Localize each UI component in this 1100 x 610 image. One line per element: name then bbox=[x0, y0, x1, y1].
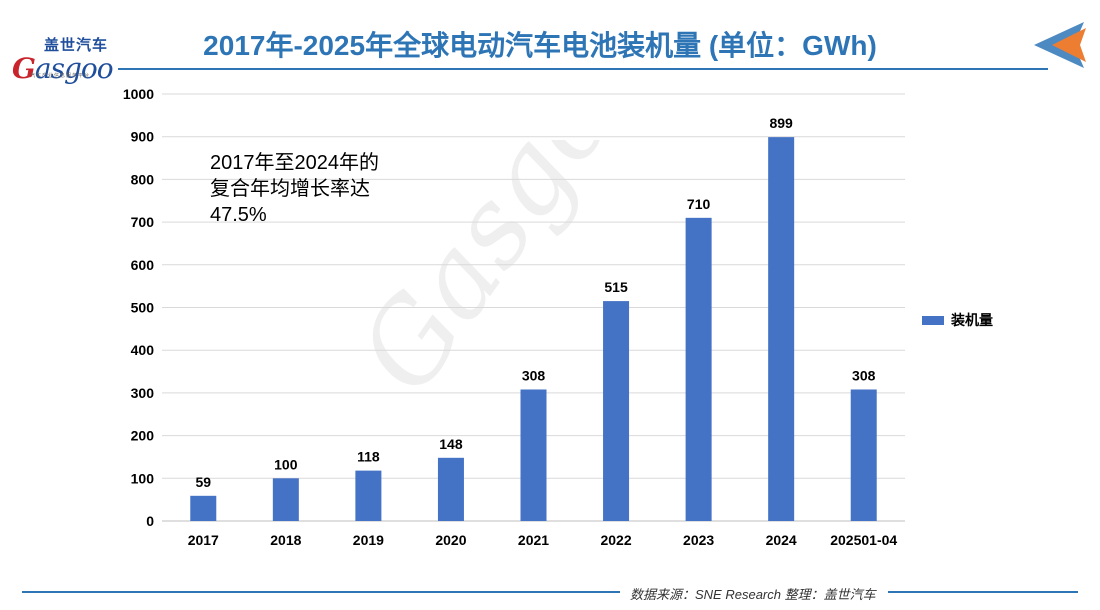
bar-2023 bbox=[685, 217, 712, 521]
gasgoo-logo: 盖世汽车 Gasgoo bbox=[6, 26, 118, 85]
logo-letters-rest: asgoo bbox=[34, 52, 114, 85]
y-tick-label: 1000 bbox=[123, 86, 154, 102]
legend-swatch bbox=[922, 315, 944, 325]
x-tick-label-2020: 2020 bbox=[435, 532, 466, 548]
y-tick-label: 700 bbox=[131, 214, 155, 230]
cagr-annotation: 2017年至2024年的 复合年均增长率达 47.5% bbox=[210, 150, 440, 228]
bar-202501-04 bbox=[850, 389, 877, 521]
y-tick-label: 600 bbox=[131, 257, 155, 273]
legend-label: 装机量 bbox=[951, 312, 993, 328]
x-tick-label-2017: 2017 bbox=[188, 532, 219, 548]
y-tick-label: 500 bbox=[131, 300, 155, 316]
logo-chinese-text: 盖世汽车 bbox=[44, 37, 109, 54]
data-label-2024: 899 bbox=[769, 115, 793, 131]
data-label-2020: 148 bbox=[439, 436, 463, 452]
y-tick-label: 100 bbox=[131, 470, 155, 486]
bar-2017 bbox=[190, 495, 217, 521]
y-tick-label: 300 bbox=[131, 385, 155, 401]
x-tick-label-2018: 2018 bbox=[270, 532, 301, 548]
data-label-2017: 59 bbox=[195, 474, 211, 490]
data-source: 数据来源：SNE Research 整理：盖世汽车 bbox=[630, 587, 876, 602]
bar-2021 bbox=[520, 389, 547, 521]
x-tick-label-2023: 2023 bbox=[683, 532, 714, 548]
data-label-2018: 100 bbox=[274, 456, 298, 472]
y-tick-label: 800 bbox=[131, 171, 155, 187]
footer-divider-right bbox=[888, 591, 1078, 593]
x-tick-label-2022: 2022 bbox=[600, 532, 631, 548]
logo-letter-g: G bbox=[12, 52, 36, 85]
annotation-line-2: 复合年均增长率达 bbox=[210, 178, 370, 200]
bar-2024 bbox=[768, 137, 795, 521]
y-tick-label: 900 bbox=[131, 129, 155, 145]
logo-subtitle: 汽车产业信息服务平台 bbox=[30, 73, 91, 79]
x-tick-label-2019: 2019 bbox=[353, 532, 384, 548]
bar-2018 bbox=[272, 478, 299, 521]
logo-english-text: Gasgoo bbox=[12, 52, 114, 85]
data-label-2019: 118 bbox=[357, 449, 380, 465]
title-divider bbox=[118, 68, 1048, 70]
bar-2019 bbox=[355, 470, 382, 521]
annotation-line-1: 2017年至2024年的 bbox=[210, 152, 379, 174]
x-tick-label-2021: 2021 bbox=[518, 532, 549, 548]
bar-2022 bbox=[603, 301, 630, 521]
data-label-2021: 308 bbox=[522, 367, 546, 383]
data-label-202501-04: 308 bbox=[852, 367, 876, 383]
y-tick-label: 400 bbox=[131, 342, 155, 358]
chart-legend: 装机量 bbox=[922, 310, 993, 330]
x-tick-label-2024: 2024 bbox=[766, 532, 797, 548]
footer-divider-left bbox=[22, 591, 620, 593]
bar-2020 bbox=[437, 457, 464, 521]
slide-title: 2017年-2025年全球电动汽车电池装机量 (单位：GWh) bbox=[203, 30, 877, 61]
arrow-decoration-icon bbox=[1034, 22, 1086, 68]
data-label-2022: 515 bbox=[604, 279, 628, 295]
y-tick-label: 0 bbox=[146, 513, 154, 529]
annotation-line-3: 47.5% bbox=[210, 204, 267, 226]
x-tick-label-202501-04: 202501-04 bbox=[830, 532, 897, 548]
y-tick-label: 200 bbox=[131, 428, 155, 444]
data-label-2023: 710 bbox=[687, 196, 711, 212]
